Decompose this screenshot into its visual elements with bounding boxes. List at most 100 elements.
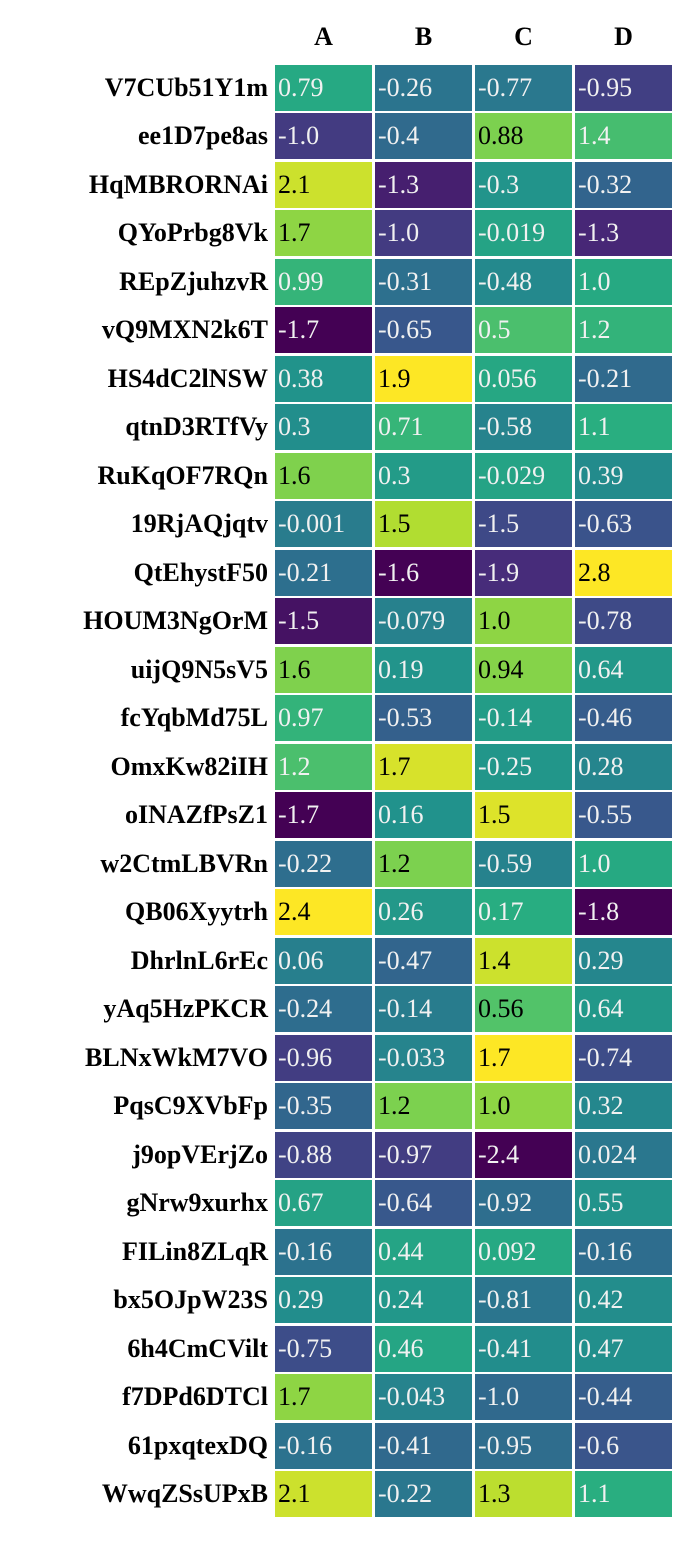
cell: -0.77: [475, 64, 572, 111]
cell: 1.7: [275, 210, 372, 256]
cell: -1.3: [575, 210, 672, 256]
cell: 1.5: [475, 792, 572, 838]
cell: -0.58: [475, 404, 572, 450]
row-label: vQ9MXN2k6T: [101, 315, 268, 344]
cell: 0.64: [575, 646, 672, 693]
column-header: C: [514, 22, 533, 51]
cell: -0.81: [475, 1277, 572, 1323]
column-header: D: [614, 22, 633, 51]
cell: -0.22: [275, 840, 372, 887]
column-header: A: [314, 22, 333, 51]
cell: -0.75: [275, 1325, 372, 1372]
cell: -0.78: [575, 598, 672, 644]
cell: 1.0: [475, 598, 572, 644]
cell: 1.2: [275, 743, 372, 790]
cell: -0.92: [475, 1180, 572, 1226]
cell: 0.46: [375, 1325, 472, 1372]
cell: 0.28: [575, 743, 672, 790]
cell: -0.079: [375, 598, 472, 644]
cell: 1.6: [275, 452, 372, 499]
cell: 0.3: [275, 404, 372, 450]
cell: -0.44: [575, 1374, 672, 1420]
cell: -0.31: [375, 258, 472, 305]
row-label: ee1D7pe8as: [138, 121, 268, 150]
cell: 0.29: [575, 937, 672, 984]
cell: -0.25: [475, 743, 572, 790]
cell: -0.96: [275, 1034, 372, 1081]
row-label: DhrlnL6rEc: [130, 945, 268, 975]
cell: -1.0: [275, 113, 372, 159]
cell: 1.7: [375, 743, 472, 790]
row-label: WwqZSsUPxB: [101, 1479, 268, 1508]
cell: -0.41: [475, 1325, 572, 1372]
cell: 2.8: [575, 549, 672, 596]
cell: -0.043: [375, 1374, 472, 1420]
row-label: gNrw9xurhx: [126, 1188, 268, 1217]
cell: -1.9: [475, 549, 572, 596]
cell: 0.97: [275, 695, 372, 741]
cell: 0.56: [475, 986, 572, 1032]
cell: -2.4: [475, 1131, 572, 1178]
cell: -0.41: [375, 1422, 472, 1469]
cell: 0.39: [575, 452, 672, 499]
cell: 1.1: [575, 1471, 672, 1517]
cell: -0.033: [375, 1034, 472, 1081]
cell: 0.19: [375, 646, 472, 693]
cell: 0.29: [275, 1277, 372, 1323]
cell: 0.32: [575, 1083, 672, 1129]
cell: 1.0: [575, 258, 672, 305]
cell: -0.53: [375, 695, 472, 741]
cell: -0.97: [375, 1131, 472, 1178]
cell: -0.63: [575, 501, 672, 547]
cell: -0.55: [575, 792, 672, 838]
cell: 0.092: [475, 1228, 572, 1275]
cell: -0.32: [575, 161, 672, 208]
cell: -1.8: [575, 889, 672, 935]
cell: 0.26: [375, 889, 472, 935]
cell: 0.67: [275, 1180, 372, 1226]
cell: -0.16: [275, 1228, 372, 1275]
corner: [6, 12, 272, 62]
row-label: QB06Xyytrh: [125, 897, 268, 926]
cell: 0.056: [475, 355, 572, 402]
row-label: uijQ9N5sV5: [130, 654, 268, 684]
cell: -1.0: [475, 1374, 572, 1420]
cell: -0.6: [575, 1422, 672, 1469]
cell: 2.4: [275, 889, 372, 935]
cell: 1.5: [375, 501, 472, 547]
cell: -0.21: [575, 355, 672, 402]
cell: 0.88: [475, 113, 572, 159]
cell: 0.79: [275, 64, 372, 111]
row-label: RuKqOF7RQn: [97, 460, 269, 490]
cell: 0.24: [375, 1277, 472, 1323]
cell: 0.64: [575, 986, 672, 1032]
cell: 1.6: [275, 646, 372, 693]
cell: -0.26: [375, 64, 472, 111]
cell: 0.17: [475, 889, 572, 935]
cell: 0.99: [275, 258, 372, 305]
cell: 1.1: [575, 404, 672, 450]
row-label: QtEhystF50: [133, 557, 268, 587]
cell: -1.7: [275, 792, 372, 838]
cell: 0.42: [575, 1277, 672, 1323]
row-label: BLNxWkM7VO: [85, 1042, 268, 1072]
cell: -0.21: [275, 549, 372, 596]
cell: -0.46: [575, 695, 672, 741]
row-label: j9opVErjZo: [132, 1139, 268, 1169]
row-label: FILin8ZLqR: [122, 1236, 268, 1266]
cell: -0.22: [375, 1471, 472, 1517]
cell: 0.94: [475, 646, 572, 693]
cell: -0.019: [475, 210, 572, 256]
cell: 0.5: [475, 307, 572, 353]
cell: 1.2: [375, 840, 472, 887]
cell: 0.71: [375, 404, 472, 450]
cell: 1.0: [575, 840, 672, 887]
row-label: w2CtmLBVRn: [100, 848, 268, 878]
cell: -0.59: [475, 840, 572, 887]
row-label: yAq5HzPKCR: [103, 994, 268, 1023]
cell: -1.6: [375, 549, 472, 596]
cell: -0.24: [275, 986, 372, 1032]
cell: 0.47: [575, 1325, 672, 1372]
cell: 1.2: [375, 1083, 472, 1129]
